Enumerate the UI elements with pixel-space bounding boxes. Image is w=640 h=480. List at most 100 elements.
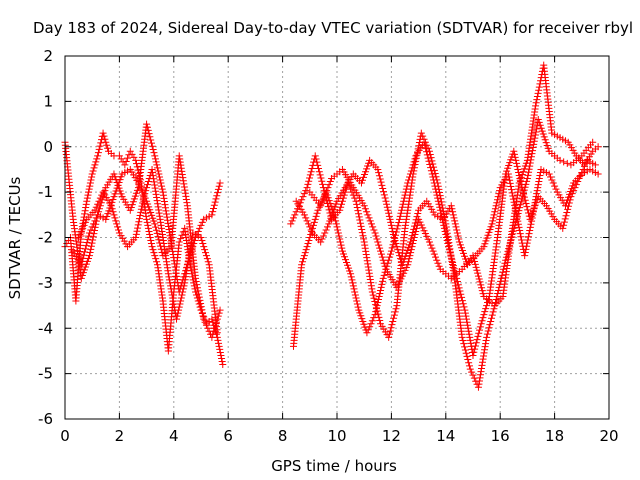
- data-point-marker: [377, 178, 385, 186]
- data-point-marker: [214, 336, 222, 344]
- data-point-marker: [370, 226, 378, 234]
- data-point-marker: [411, 155, 419, 163]
- data-point-marker: [513, 159, 521, 167]
- data-point-marker: [464, 324, 472, 332]
- data-point-marker: [540, 133, 548, 141]
- data-point-marker: [145, 203, 153, 211]
- data-point-marker: [415, 215, 423, 223]
- data-point-marker: [545, 170, 553, 178]
- data-point-marker: [536, 80, 544, 88]
- data-point-marker: [91, 227, 99, 235]
- data-point-marker: [374, 296, 382, 304]
- data-point-marker: [305, 177, 313, 185]
- data-point-marker: [104, 210, 112, 218]
- data-point-marker: [149, 169, 157, 177]
- x-tick-label: 14: [436, 427, 455, 445]
- data-point-marker: [214, 189, 222, 197]
- data-point-marker: [194, 287, 202, 295]
- data-point-marker: [475, 329, 483, 337]
- data-point-marker: [564, 196, 572, 204]
- data-point-marker: [165, 273, 173, 281]
- data-point-marker: [129, 198, 137, 206]
- data-point-marker: [347, 270, 355, 278]
- data-point-marker: [397, 275, 405, 283]
- data-point-marker: [407, 167, 415, 175]
- data-point-marker: [175, 306, 183, 314]
- data-point-marker: [509, 230, 517, 238]
- data-point-marker: [566, 190, 574, 198]
- data-point-marker: [110, 211, 118, 219]
- data-point-marker: [425, 238, 433, 246]
- data-point-marker: [218, 355, 226, 362]
- data-point-marker: [76, 230, 84, 238]
- data-point-marker: [475, 380, 483, 388]
- data-point-marker: [380, 191, 388, 199]
- data-point-marker: [151, 184, 159, 192]
- data-point-marker: [496, 187, 504, 195]
- data-point-marker: [473, 336, 481, 344]
- data-point-marker: [453, 226, 461, 234]
- data-point-marker: [148, 211, 156, 219]
- data-point-marker: [500, 262, 508, 270]
- data-point-marker: [532, 128, 540, 136]
- data-point-marker: [197, 299, 205, 307]
- data-point-marker: [560, 218, 568, 226]
- data-point-marker: [322, 226, 330, 234]
- data-point-marker: [390, 314, 398, 322]
- data-point-marker: [377, 283, 385, 291]
- y-tick-label: -3: [38, 274, 53, 292]
- data-point-marker: [150, 149, 158, 157]
- data-points: [61, 61, 602, 391]
- data-point-marker: [325, 220, 333, 228]
- data-point-marker: [90, 220, 98, 228]
- data-point-marker: [535, 118, 543, 126]
- data-point-marker: [91, 161, 99, 169]
- data-point-marker: [491, 299, 499, 307]
- data-point-marker: [492, 296, 500, 304]
- data-point-marker: [507, 236, 515, 244]
- data-point-marker: [517, 198, 525, 206]
- data-point-marker: [173, 315, 181, 323]
- data-point-marker: [146, 230, 154, 238]
- data-point-marker: [393, 283, 401, 291]
- data-point-marker: [181, 276, 189, 284]
- data-point-marker: [303, 184, 311, 192]
- data-point-marker: [388, 321, 396, 329]
- data-point-marker: [430, 179, 438, 187]
- data-point-marker: [122, 157, 130, 165]
- data-point-marker: [389, 241, 397, 249]
- data-point-marker: [427, 241, 435, 249]
- data-point-marker: [363, 254, 371, 262]
- data-point-marker: [483, 330, 491, 338]
- data-point-marker: [403, 182, 411, 190]
- data-point-marker: [560, 221, 568, 229]
- data-point-marker: [215, 342, 223, 350]
- data-point-marker: [501, 259, 509, 267]
- data-point-marker: [158, 185, 166, 193]
- data-point-marker: [591, 161, 599, 169]
- data-point-marker: [507, 156, 515, 164]
- data-point-marker: [534, 184, 542, 192]
- data-point-marker: [326, 178, 334, 186]
- x-tick-label: 18: [545, 427, 564, 445]
- data-point-marker: [147, 240, 155, 248]
- data-point-marker: [503, 250, 511, 258]
- data-point-marker: [168, 288, 176, 296]
- data-point-marker: [379, 274, 387, 282]
- data-point-marker: [397, 209, 405, 217]
- data-point-marker: [318, 235, 326, 243]
- data-point-marker: [187, 238, 195, 246]
- data-point-marker: [476, 323, 484, 331]
- data-point-marker: [115, 152, 123, 160]
- data-point-marker: [292, 208, 300, 216]
- data-point-marker: [171, 260, 179, 268]
- data-point-marker: [506, 242, 514, 250]
- data-point-marker: [302, 214, 310, 222]
- data-point-marker: [356, 219, 364, 227]
- data-point-marker: [451, 217, 459, 225]
- data-point-marker: [544, 144, 552, 152]
- data-point-marker: [146, 234, 154, 241]
- data-point-marker: [103, 141, 111, 149]
- data-point-marker: [94, 152, 102, 160]
- data-point-marker: [141, 190, 149, 198]
